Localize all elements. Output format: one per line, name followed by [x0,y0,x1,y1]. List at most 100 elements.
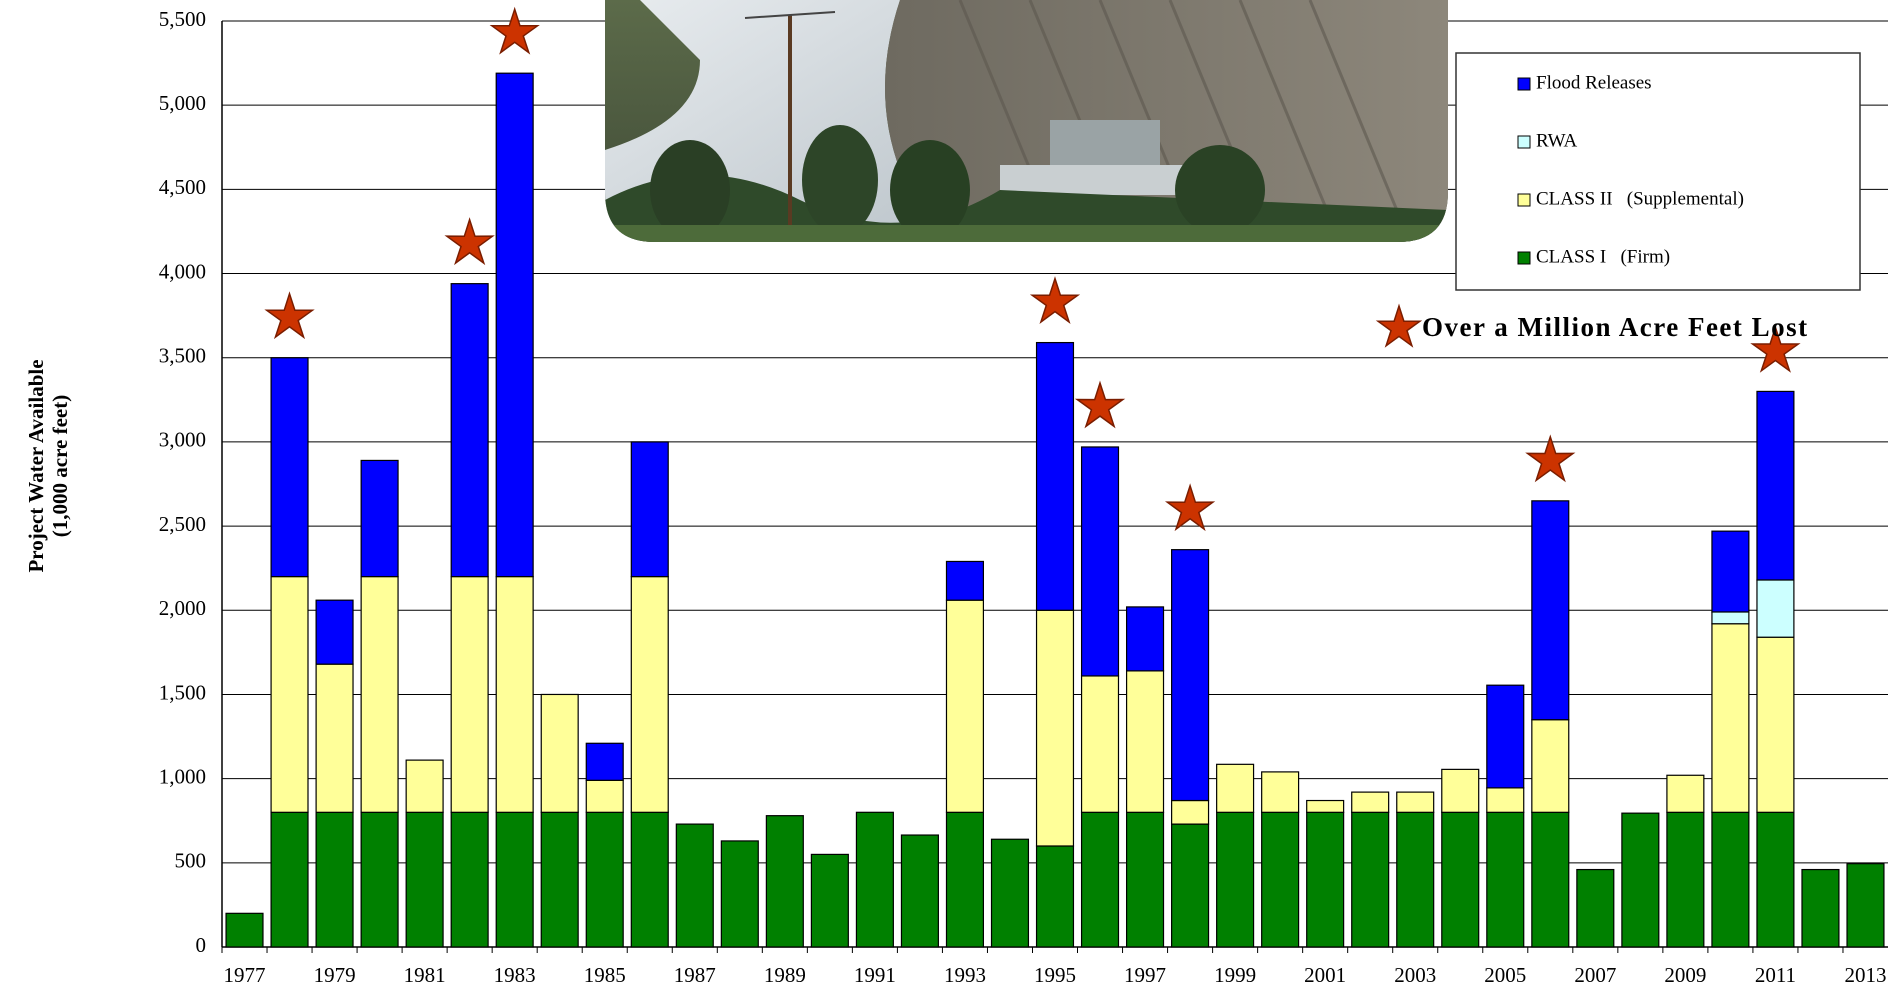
bar-segment [1486,811,1525,948]
bar-segment [1125,670,1165,813]
y-axis-subtitle: (1,000 acre feet) [48,395,72,537]
bar-segment [630,575,669,813]
bar-segment [495,811,534,948]
flag-label: Over a Million Acre Feet Lost [1422,312,1809,342]
flag-star [444,217,495,266]
x-tick-label: 2011 [1755,963,1796,987]
legend: Flood Releases RWA CLASS II (Supplemental)… [1375,72,1809,348]
y-axis-title: Project Water Available [24,359,48,572]
flag-star [489,6,540,55]
flag-star [1750,324,1801,373]
bar-segment [1035,341,1075,611]
bar-segment [1666,774,1705,813]
bar-segment [360,811,399,948]
bar-segment [1171,823,1210,948]
bar-segment [1171,549,1210,802]
legend-swatch [1517,77,1531,91]
bar-segment [990,838,1030,948]
bar-segment [900,834,939,948]
bar-segment [810,853,849,948]
bar-segment [270,575,309,813]
x-tick-label: 1991 [854,963,896,987]
bar-segment [360,459,399,578]
x-tick-label: 1999 [1214,963,1256,987]
y-tick-label: 3,500 [159,344,206,368]
bar-segment [450,575,489,813]
bar-segment [1171,799,1210,825]
bar-segment [450,811,489,948]
bar-segment [585,779,624,813]
legend-swatch [1517,193,1531,207]
x-tick-label: 1977 [224,963,266,987]
bar-segment [1080,675,1120,813]
flag-star [1074,380,1126,429]
bar-segment [315,599,354,665]
x-tick-label: 1997 [1124,963,1166,987]
bar-segment [1080,811,1120,948]
y-tick-label: 4,500 [159,175,206,199]
y-tick-label: 2,000 [159,596,206,620]
bar-segment [1216,763,1255,813]
y-tick-label: 4,000 [159,259,206,283]
x-tick-label: 2003 [1394,963,1436,987]
legend-box [1455,52,1861,291]
bar-segment [1035,845,1075,948]
bar-segment [855,811,894,948]
bar-segment [1756,811,1795,948]
bar-segment [315,811,354,948]
y-tick-label: 0 [196,933,207,957]
bar-segment [585,742,624,781]
bar-segment [450,283,489,578]
bar-segment [1261,811,1300,948]
bar-segment [540,693,579,813]
legend-swatch [1517,251,1531,265]
bar-segment [1216,811,1255,948]
bar-segment [1531,719,1570,813]
bar-segment [1261,771,1300,813]
bar-segment [630,441,669,578]
x-tick-label: 1995 [1034,963,1076,987]
flag-legend-star [1375,303,1423,348]
bar-segment [270,811,309,948]
y-tick-label: 2,500 [159,512,206,536]
bar-segment [1756,579,1795,638]
bar-segment [945,560,985,601]
bar-segment [1711,811,1750,948]
bar-segment [1576,868,1615,948]
y-tick-label: 1,000 [159,764,206,788]
x-tick-label: 1979 [314,963,356,987]
bar-segment [1531,811,1570,948]
y-tick-label: 5,000 [159,91,206,115]
bar-segment [1396,791,1435,813]
bar-segment [1125,606,1165,672]
bar-segment [585,811,624,948]
legend-label: Flood Releases [1536,72,1652,93]
bar-segment [315,663,354,813]
bar-segment [630,811,669,948]
bar-segment [1035,609,1075,847]
bar-segment [1756,636,1795,813]
x-tick-label: 2007 [1574,963,1616,987]
bar-segment [1351,811,1390,948]
bar-segment [405,759,444,813]
bar-segment [1306,811,1345,948]
bar-segment [1801,868,1840,948]
bar-segment [1080,446,1120,677]
bar-segment [495,575,534,813]
legend-label: RWA [1536,130,1577,151]
photo [605,0,1448,242]
bar-segment [1441,811,1480,948]
x-tick-label: 1983 [494,963,536,987]
plot-area: 0 500 1,000 1,500 2,000 2,500 3,000 3,500 4,000 4… [159,6,1888,987]
bar-segment [1125,811,1165,948]
bar-segment [1396,811,1435,948]
bar-segment [360,575,399,813]
bar-segment [225,912,264,948]
bar-segment [1666,811,1705,948]
x-tick-label: 1981 [404,963,446,987]
flag-star [1164,483,1216,532]
bar-segment [720,840,759,948]
x-tick-label: 2009 [1664,963,1706,987]
x-tick-label: 1993 [944,963,986,987]
